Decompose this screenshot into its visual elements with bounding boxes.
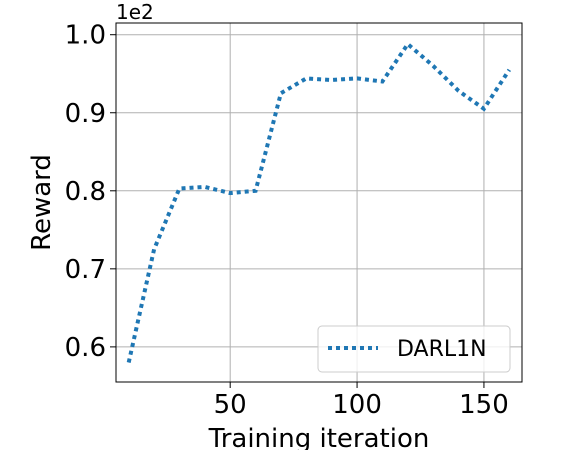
y-axis-label: Reward [27, 154, 57, 251]
x-tick-label: 150 [459, 390, 509, 420]
y-tick-label: 0.8 [65, 177, 106, 207]
axis-ticks: 50 100 150 0.6 0.7 0.8 0.9 1.0 [65, 21, 509, 420]
plot-frame [115, 22, 523, 383]
x-tick-label: 100 [332, 390, 382, 420]
legend-box [317, 325, 511, 373]
x-tick-label: 50 [214, 390, 247, 420]
grid-lines [116, 23, 522, 382]
y-tick-label: 0.7 [65, 255, 106, 285]
y-tick-label: 0.6 [65, 333, 106, 363]
y-tick-label: 1.0 [65, 21, 106, 51]
legend: DARL1N [317, 325, 511, 373]
legend-label-darl1n: DARL1N [397, 337, 487, 362]
x-axis-label: Training iteration [208, 424, 430, 450]
series-line-darl1n [126, 41, 511, 363]
y-tick-label: 0.9 [65, 99, 106, 129]
y-offset-label: 1e2 [116, 0, 154, 24]
series-lines [126, 41, 511, 363]
